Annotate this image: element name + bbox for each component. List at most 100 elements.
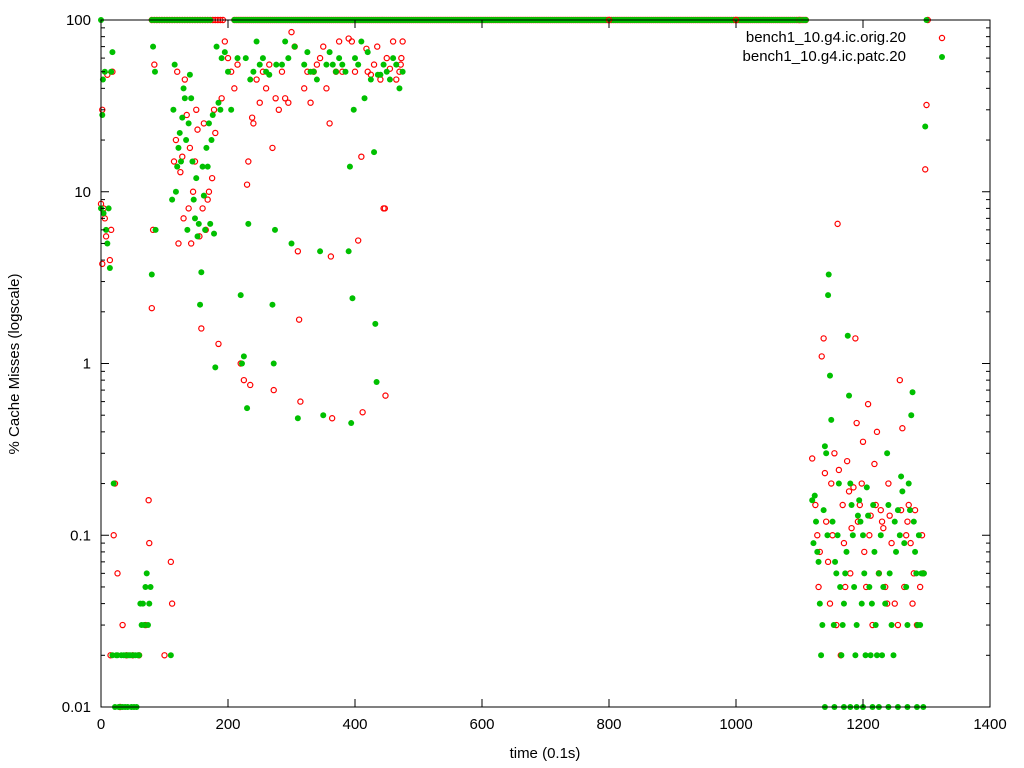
data-point-patc xyxy=(858,600,865,607)
data-point-patc xyxy=(189,158,196,165)
data-point-patc xyxy=(172,188,179,195)
data-point-orig xyxy=(297,398,304,405)
data-point-patc xyxy=(144,622,151,629)
data-point-orig xyxy=(902,532,910,539)
data-point-patc xyxy=(830,622,837,629)
data-point-patc xyxy=(355,61,362,68)
data-point-orig xyxy=(878,518,886,525)
y-ticks: 0.01 0.1 1 10 100 xyxy=(62,12,990,716)
data-point-patc xyxy=(833,570,840,577)
x-tick-label: 1200 xyxy=(846,716,879,733)
data-point-patc xyxy=(136,652,143,659)
data-point-patc xyxy=(920,570,927,577)
data-point-orig xyxy=(891,600,898,607)
data-point-patc xyxy=(819,622,826,629)
data-point-orig xyxy=(326,120,333,127)
data-point-patc xyxy=(104,240,111,247)
data-point-patc xyxy=(383,68,390,75)
data-point-patc xyxy=(396,85,403,92)
data-point-patc xyxy=(832,558,839,565)
data-point-patc xyxy=(103,226,110,233)
data-point-patc xyxy=(913,570,920,577)
data-point-patc xyxy=(301,61,308,68)
data-point-orig xyxy=(852,335,859,342)
data-point-orig xyxy=(354,237,362,244)
data-point-orig xyxy=(247,381,254,389)
data-point-orig xyxy=(399,38,406,45)
x-tick-label: 600 xyxy=(469,716,494,733)
data-point-orig xyxy=(250,120,257,127)
data-point-orig xyxy=(269,144,276,152)
data-point-patc xyxy=(371,149,378,156)
data-point-patc xyxy=(142,583,149,590)
data-point-orig xyxy=(198,325,205,332)
data-point-orig xyxy=(301,85,308,92)
data-point-orig xyxy=(243,181,251,188)
data-point-orig xyxy=(370,61,378,68)
data-point-orig xyxy=(843,457,851,465)
data-point-orig xyxy=(899,425,906,432)
data-point-orig xyxy=(199,205,206,212)
data-point-orig xyxy=(845,488,853,495)
data-point-patc xyxy=(342,68,349,75)
data-point-patc xyxy=(271,226,278,233)
data-point-patc xyxy=(238,360,245,367)
data-point-orig xyxy=(266,61,273,68)
data-point-orig xyxy=(262,85,270,92)
data-point-orig xyxy=(146,539,153,547)
data-point-patc xyxy=(816,600,823,607)
data-point-patc xyxy=(904,622,911,629)
data-point-patc xyxy=(393,61,400,68)
y-axis-label: % Cache Misses (logscale) xyxy=(6,274,23,455)
data-point-patc xyxy=(185,120,192,127)
data-point-orig xyxy=(853,419,860,427)
data-point-patc xyxy=(868,600,875,607)
data-point-patc xyxy=(849,532,856,539)
data-point-patc xyxy=(221,49,228,56)
data-point-patc xyxy=(872,622,879,629)
data-point-patc xyxy=(825,271,832,278)
data-point-patc xyxy=(882,600,889,607)
data-point-orig xyxy=(822,518,830,525)
data-point-patc xyxy=(175,144,182,151)
data-point-orig xyxy=(381,205,389,212)
data-point-orig xyxy=(107,226,115,234)
data-point-orig xyxy=(234,61,241,68)
data-point-patc xyxy=(188,95,195,102)
data-point-orig xyxy=(148,304,155,312)
data-point-patc xyxy=(205,120,212,127)
data-point-patc xyxy=(139,600,146,607)
data-point-orig xyxy=(248,114,256,121)
data-point-patc xyxy=(143,570,150,577)
data-point-patc xyxy=(320,412,327,419)
data-point-patc xyxy=(826,372,833,379)
data-point-orig xyxy=(210,106,218,114)
y-tick-label: 0.01 xyxy=(62,699,91,716)
data-point-patc xyxy=(183,137,190,144)
data-point-patc xyxy=(824,532,831,539)
data-point-orig xyxy=(839,501,846,509)
data-point-orig xyxy=(327,253,335,260)
data-point-patc xyxy=(922,123,929,130)
data-point-patc xyxy=(894,507,901,514)
data-point-orig xyxy=(285,99,292,106)
x-tick-label: 1400 xyxy=(973,716,1006,733)
plot-frame xyxy=(100,19,991,708)
data-point-patc xyxy=(838,652,845,659)
data-point-patc xyxy=(174,163,181,170)
data-point-patc xyxy=(180,85,187,92)
data-point-orig xyxy=(885,480,892,487)
data-point-patc xyxy=(186,71,193,78)
data-point-orig xyxy=(847,570,854,577)
data-point-orig xyxy=(99,260,106,268)
data-point-patc xyxy=(912,548,919,555)
data-point-orig xyxy=(316,54,324,62)
data-point-patc xyxy=(350,106,357,113)
data-point-patc xyxy=(873,652,880,659)
data-point-patc xyxy=(234,55,241,62)
data-point-orig xyxy=(119,621,126,629)
data-point-orig xyxy=(861,548,868,556)
data-point-patc xyxy=(253,38,260,45)
data-point-patc xyxy=(828,416,835,423)
data-point-orig xyxy=(272,95,279,102)
